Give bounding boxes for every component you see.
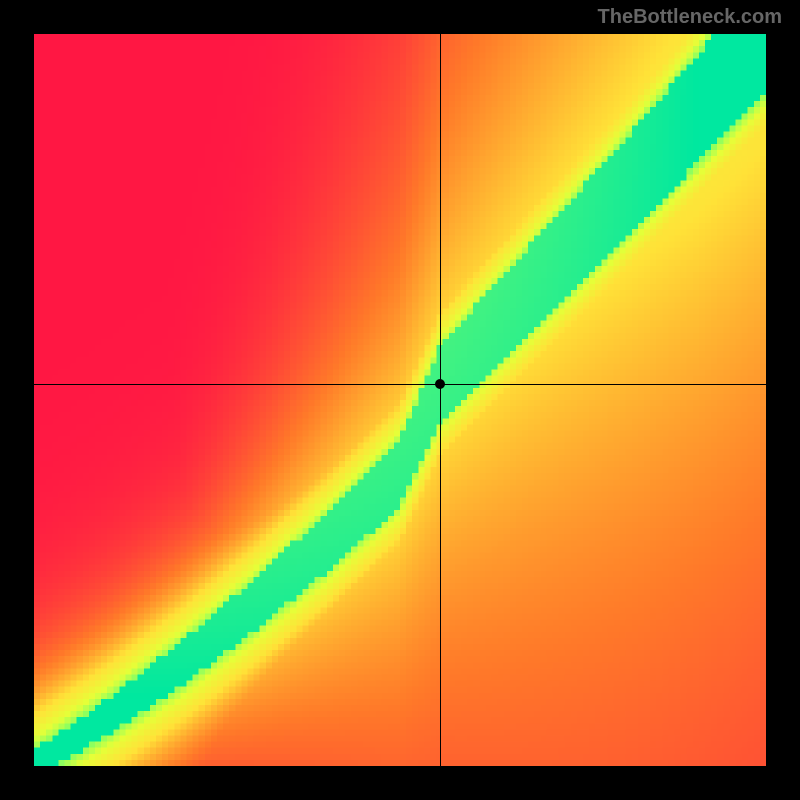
watermark-text: TheBottleneck.com	[598, 6, 782, 29]
bottleneck-marker	[435, 379, 445, 389]
heatmap-canvas	[34, 34, 766, 766]
crosshair-vertical	[440, 34, 441, 766]
crosshair-horizontal	[34, 384, 766, 385]
heatmap-plot	[34, 34, 766, 766]
